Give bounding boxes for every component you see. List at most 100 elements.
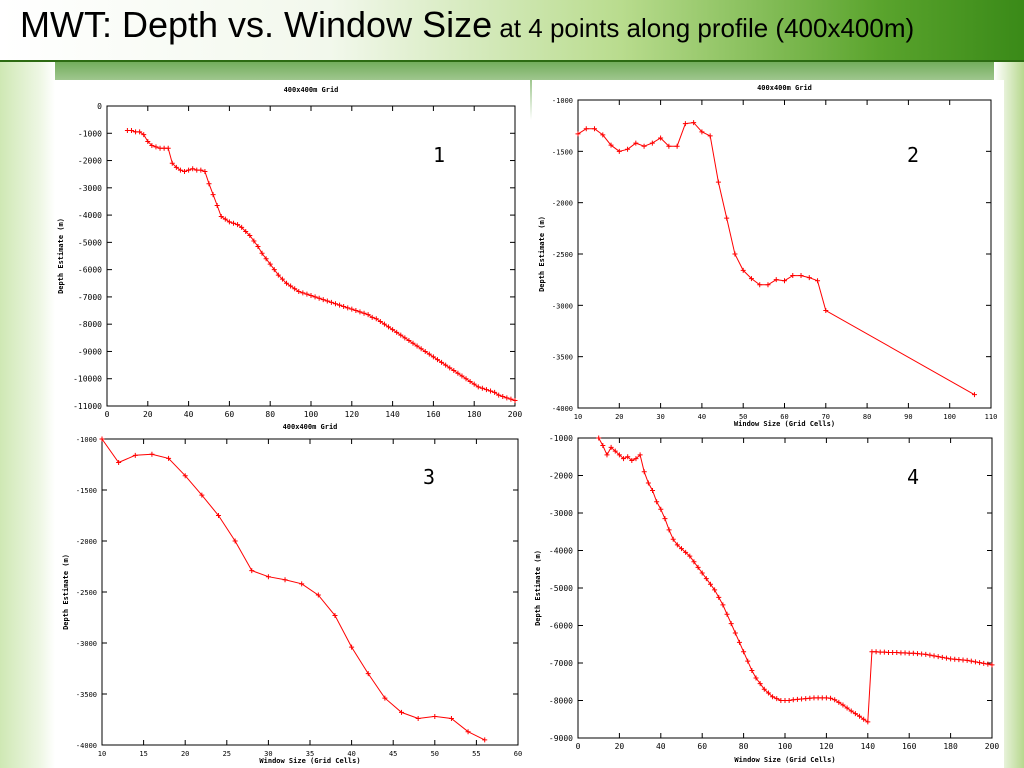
data-point <box>504 395 510 401</box>
x-tick-label: 80 <box>265 410 275 419</box>
data-point <box>748 276 754 282</box>
y-tick-label: -7000 <box>549 659 573 668</box>
plot-frame <box>101 438 519 746</box>
chart-1: 0 -1000 -2000 -3000 -4000 -5000 -6000 -7000 -800… <box>57 86 522 419</box>
data-point <box>724 215 730 221</box>
data-point <box>141 132 147 138</box>
data-point <box>300 290 306 296</box>
data-point <box>679 546 684 552</box>
data-point <box>508 396 514 402</box>
panel-number-label: 1 <box>433 143 445 167</box>
data-point <box>215 513 221 518</box>
data-point <box>153 144 159 150</box>
data-point <box>798 273 804 279</box>
data-point <box>451 368 457 374</box>
x-tick-label: 0 <box>576 742 581 751</box>
x-tick-label: 140 <box>861 742 876 751</box>
x-tick-label: 20 <box>615 742 625 751</box>
data-point <box>182 473 188 479</box>
y-tick-label: -1000 <box>549 434 573 443</box>
x-tick-label: 110 <box>985 413 998 421</box>
data-point <box>682 121 688 127</box>
x-tick-label: 160 <box>426 410 441 419</box>
x-tick-label: 40 <box>698 413 706 421</box>
y-axis-label: Depth Estimate (m) <box>62 554 70 630</box>
data-point <box>299 581 305 587</box>
y-tick-label: -3000 <box>552 302 573 310</box>
data-point <box>500 393 506 399</box>
y-tick-label: -2000 <box>76 538 97 546</box>
data-point <box>394 329 400 335</box>
data-point <box>465 729 471 735</box>
data-point <box>765 282 771 288</box>
y-tick-label: -2500 <box>76 589 97 597</box>
data-point <box>687 553 693 559</box>
y-tick-label: -4000 <box>76 742 97 750</box>
x-tick-label: 120 <box>345 410 360 419</box>
y-tick-label: -6000 <box>549 622 573 631</box>
panel-number-label: 2 <box>907 143 919 167</box>
data-point <box>282 577 288 583</box>
data-point <box>765 690 771 696</box>
data-point <box>604 452 610 458</box>
data-point <box>341 303 347 309</box>
data-point <box>459 373 465 379</box>
data-point <box>621 456 627 462</box>
data-point <box>770 694 776 700</box>
data-point <box>728 621 734 627</box>
data-point <box>357 309 363 315</box>
data-point <box>426 351 432 357</box>
data-point <box>488 388 494 394</box>
chart-title: 400x400m Grid <box>757 84 812 92</box>
data-point <box>612 448 618 454</box>
chart-panel-2: -1000 -1500 -2000 -2500 -3000 -3500 -4000 10 20 3… <box>532 80 1004 433</box>
data-point <box>492 389 498 395</box>
data-point <box>415 715 421 721</box>
x-tick-label: 50 <box>739 413 747 421</box>
data-point <box>699 129 705 135</box>
x-tick-label: 0 <box>105 410 110 419</box>
data-point <box>832 697 838 703</box>
data-point <box>732 251 738 257</box>
data-point <box>512 398 518 404</box>
data-point <box>600 132 606 138</box>
data-point <box>398 332 404 338</box>
data-point <box>935 654 941 660</box>
y-axis-label: Depth Estimate (m) <box>534 550 542 626</box>
data-point <box>633 456 639 462</box>
x-tick-label: 45 <box>389 750 397 758</box>
x-tick-label: 10 <box>574 413 582 421</box>
data-point <box>137 129 143 135</box>
y-tick-label: -1500 <box>552 148 573 156</box>
data-point <box>732 630 738 636</box>
data-point <box>251 238 257 244</box>
data-point <box>381 321 387 327</box>
data-point <box>823 307 829 313</box>
data-point <box>666 143 672 149</box>
y-tick-label: -4000 <box>549 547 573 556</box>
data-point <box>337 302 343 308</box>
data-point <box>239 224 245 230</box>
y-tick-label: -3000 <box>76 640 97 648</box>
chart-title: 400x400m Grid <box>283 423 338 431</box>
data-point <box>861 716 867 722</box>
data-point <box>637 452 643 458</box>
data-point <box>740 267 746 273</box>
data-point <box>165 145 171 151</box>
data-point <box>479 385 485 391</box>
data-point <box>923 651 929 657</box>
data-point <box>349 644 355 650</box>
data-point <box>198 167 204 173</box>
data-point <box>214 203 220 209</box>
left-decoration <box>0 60 55 768</box>
data-point <box>720 602 726 608</box>
panel-number-label: 3 <box>423 465 435 489</box>
slide-title-main: MWT: Depth vs. Window Size <box>20 4 493 45</box>
data-point <box>320 297 326 303</box>
data-point <box>927 652 933 658</box>
y-tick-label: -3500 <box>76 691 97 699</box>
data-point <box>222 216 228 222</box>
data-point <box>186 167 192 173</box>
data-point <box>649 140 655 146</box>
